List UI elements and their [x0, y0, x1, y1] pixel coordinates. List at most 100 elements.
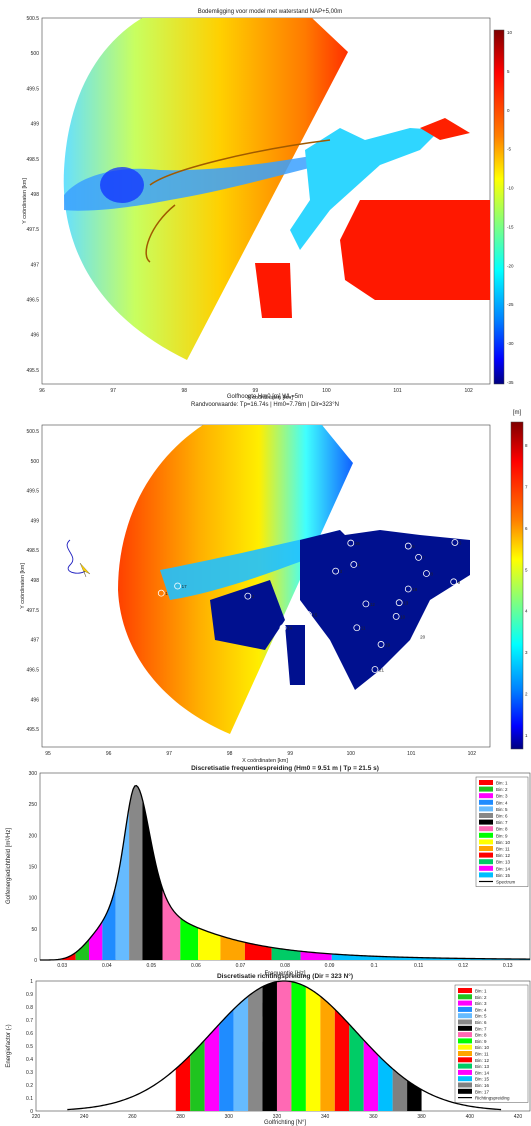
- output-point-marker: [371, 666, 379, 673]
- direction-legend-swatch: [458, 1019, 472, 1025]
- wave-height-y-tick: 497.5: [26, 608, 39, 614]
- bathymetry-panel: Bodemligging voor model met waterstand N…: [41, 9, 505, 385]
- output-point-label: 5: [412, 544, 415, 549]
- output-point-marker: [423, 570, 430, 577]
- wave-height-harbour: [300, 530, 470, 690]
- direction-bin-14: [363, 1040, 379, 1111]
- wave-direction-arrow: [79, 562, 91, 578]
- frequency-legend-label: Bin: 11: [496, 847, 510, 852]
- output-point-marker: [304, 611, 312, 619]
- bathymetry-y-tick: 497: [31, 262, 40, 268]
- bathymetry-colorbar-tick: -35: [507, 380, 514, 385]
- direction-legend-swatch: [458, 1069, 472, 1075]
- frequency-legend-label: Bin: 14: [496, 866, 511, 871]
- direction-x-tick: 340: [321, 1114, 330, 1120]
- bathymetry-harbour-basins: [290, 128, 440, 250]
- output-point-label: 2: [252, 594, 255, 599]
- direction-bin-2: [190, 1040, 205, 1111]
- direction-legend-label: Bin: 2: [475, 995, 487, 1000]
- direction-legend-swatch: [458, 1063, 472, 1069]
- output-point-12: 12: [362, 600, 375, 608]
- output-point-marker: [362, 600, 370, 608]
- bathymetry-xlabel: X coördinaten [km]: [247, 395, 293, 401]
- direction-x-tick: 280: [176, 1114, 185, 1120]
- direction-legend-label: Bin: 9: [475, 1039, 487, 1044]
- output-point-16: 16: [347, 539, 360, 547]
- wave-height-ylabel: Y coördinaten [km]: [20, 563, 26, 609]
- frequency-y-tick: 250: [29, 802, 38, 808]
- bathymetry-y-tick: 500: [31, 51, 40, 57]
- output-point-15: 15: [304, 611, 318, 619]
- direction-y-tick: 0.3: [26, 1070, 33, 1076]
- bathymetry-x-tick: 98: [181, 388, 187, 394]
- wave-height-colorbar-tick: 6: [525, 526, 528, 531]
- frequency-x-tick: 0.05: [146, 963, 156, 969]
- wave-height-x-tick: 95: [45, 751, 51, 757]
- wave-height-colorbar-label: [m]: [513, 410, 522, 416]
- output-point-marker: [350, 561, 358, 568]
- direction-x-tick: 260: [128, 1114, 137, 1120]
- frequency-legend-swatch: [479, 859, 493, 865]
- direction-bin-7: [262, 981, 277, 1111]
- frequency-x-tick: 0.11: [414, 963, 424, 969]
- output-point-label: 17: [182, 584, 188, 589]
- frequency-y-tick: 150: [29, 865, 38, 871]
- output-point-label: 18: [412, 587, 418, 592]
- output-point-marker: [244, 592, 252, 600]
- direction-legend-label: Bin: 10: [475, 1045, 490, 1050]
- bathymetry-title: Bodemligging voor model met waterstand N…: [198, 9, 343, 15]
- frequency-bin-6: [129, 785, 143, 960]
- bathymetry-y-tick: 498.5: [26, 157, 39, 163]
- output-point-18: 18: [404, 585, 418, 593]
- bathymetry-y-tick: 497.5: [26, 227, 39, 233]
- bathymetry-colorbar-tick: -25: [507, 302, 514, 307]
- wave-height-x-tick: 98: [227, 751, 233, 757]
- direction-y-tick: 0.6: [26, 1031, 33, 1037]
- wave-height-colorbar-tick: 8: [525, 443, 528, 448]
- direction-legend-label: Bin: 15: [475, 1077, 490, 1082]
- output-point-marker: [157, 589, 165, 597]
- bathymetry-colorbar-tick: 10: [507, 30, 513, 35]
- direction-bin-16: [392, 1068, 408, 1111]
- frequency-legend-label: Bin: 10: [496, 840, 511, 845]
- bathymetry-colorbar-tick: -15: [507, 224, 514, 229]
- wave-height-xlabel: X coördinaten [km]: [242, 758, 288, 764]
- frequency-x-tick: 0.13: [503, 963, 513, 969]
- wave-height-x-tick: 101: [407, 751, 416, 757]
- wave-height-y-tick: 495.5: [26, 727, 39, 733]
- direction-y-tick: 0.8: [26, 1005, 33, 1011]
- frequency-legend-label: Bin: 5: [496, 807, 508, 812]
- output-point-21: 21: [371, 666, 384, 673]
- output-point-marker: [174, 582, 182, 590]
- frequency-y-tick: 100: [29, 896, 38, 902]
- direction-legend-label: Bin: 11: [475, 1052, 489, 1057]
- frequency-bin-7: [142, 799, 163, 960]
- axis-labels-and-legends: 96 97 98 99 100 101 102495.5496496.5497497.549…: [20, 16, 529, 1120]
- direction-legend-swatch: [458, 1082, 472, 1088]
- frequency-legend-label: Bin: 4: [496, 800, 508, 805]
- wave-height-y-tick: 498.5: [26, 548, 39, 554]
- bathymetry-x-tick: 99: [253, 388, 259, 394]
- output-point-label: 4: [358, 563, 361, 568]
- frequency-legend-label: Bin: 7: [496, 820, 508, 825]
- direction-y-tick: 0.5: [26, 1044, 33, 1050]
- frequency-legend-swatch: [479, 799, 493, 805]
- output-point-label: 11: [361, 626, 366, 631]
- bathymetry-y-tick: 496: [31, 333, 40, 339]
- output-point-19: 19: [377, 641, 391, 648]
- bathymetry-colorbar: [493, 29, 505, 385]
- output-point-8: 8: [423, 570, 433, 577]
- frequency-legend-swatch: [479, 826, 493, 832]
- frequency-legend-swatch: [479, 793, 493, 799]
- frequency-legend-swatch: [479, 780, 493, 785]
- bathymetry-ylabel: Y coördinaten [km]: [22, 178, 28, 224]
- output-point-label: 20: [420, 635, 426, 640]
- direction-y-tick: 0.4: [26, 1057, 33, 1063]
- output-point-10: 10: [392, 613, 406, 620]
- frequency-xlabel: Frequentie [Hz]: [264, 971, 305, 977]
- bathymetry-y-tick: 498: [31, 192, 40, 198]
- direction-x-tick: 320: [273, 1114, 282, 1120]
- frequency-bin-10: [198, 927, 221, 960]
